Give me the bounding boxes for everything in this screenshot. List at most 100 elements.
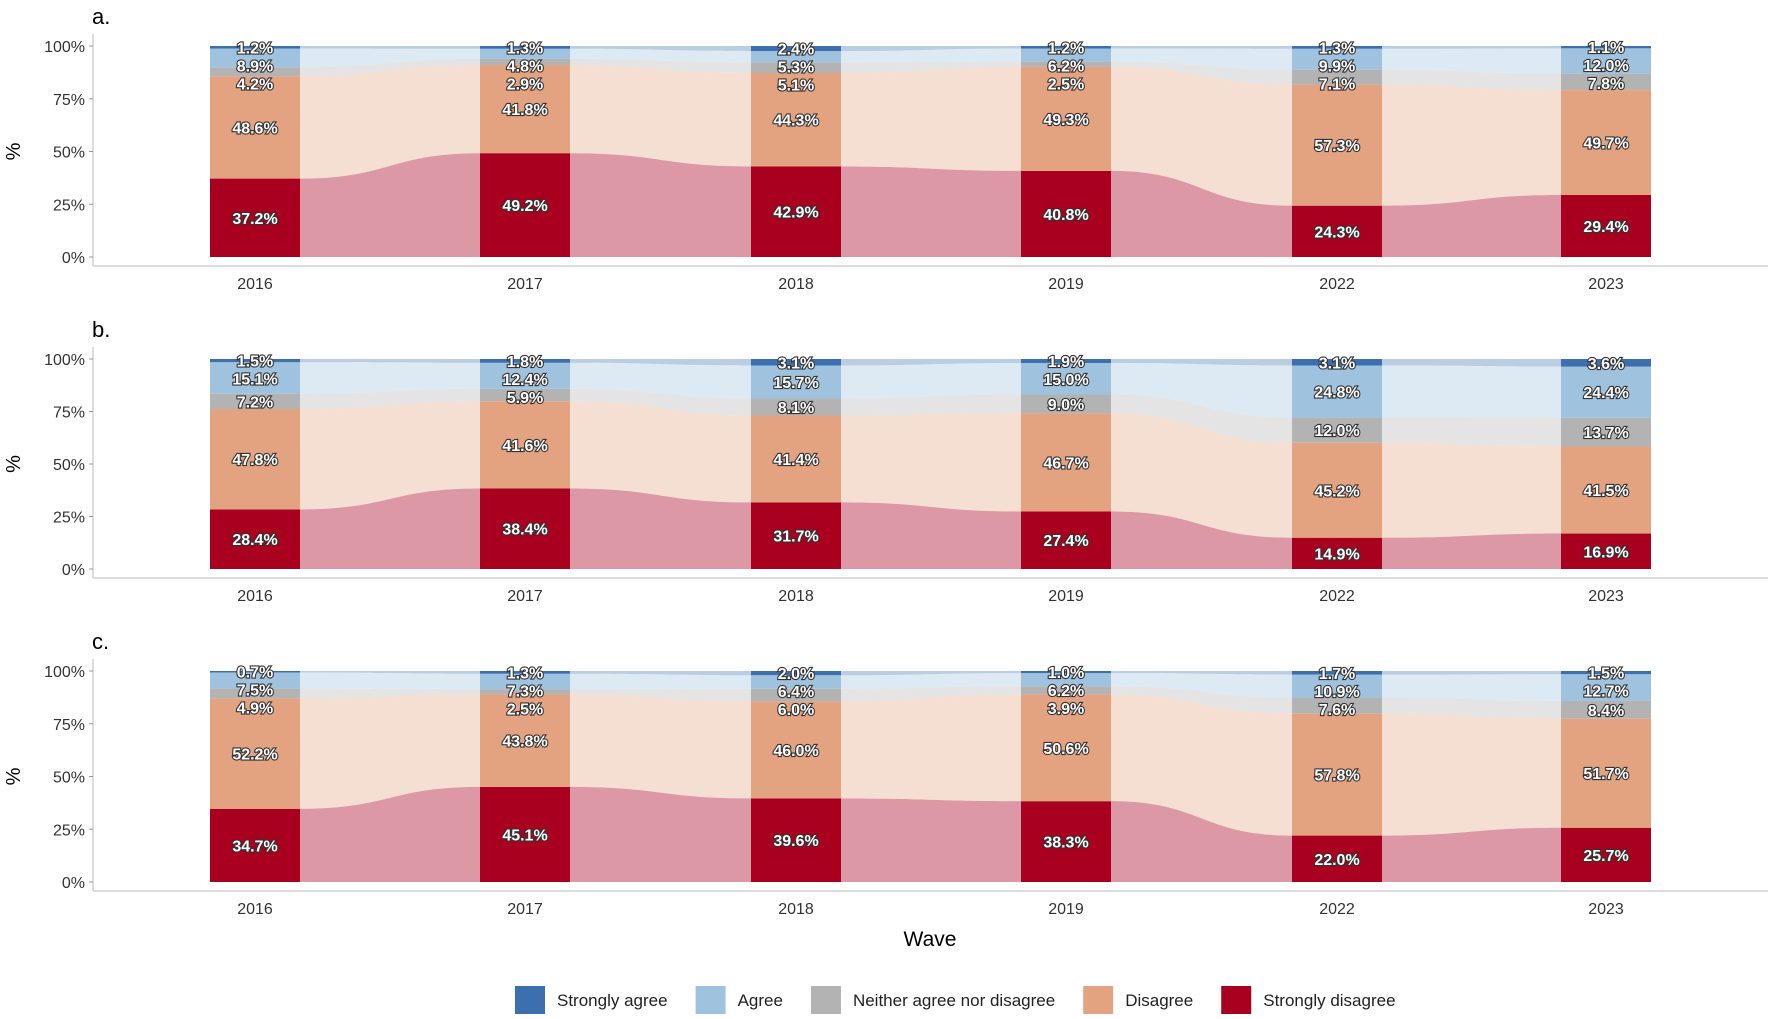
- data-label: 1.5%: [1588, 666, 1624, 683]
- data-label: 6.2%: [1048, 683, 1084, 700]
- panel-b: b. 0% 25% 50% 75% 100%% 1.5%15.1% 7.2% 47.8% 28.4…: [3, 317, 1768, 605]
- bar-segment: [1561, 359, 1651, 367]
- data-label: 3.9%: [1048, 701, 1084, 718]
- data-label: 2.0%: [778, 666, 814, 683]
- bar-segment: [751, 671, 841, 676]
- x-tick-label: 2017: [507, 276, 543, 293]
- data-label: 7.2%: [237, 394, 273, 411]
- x-tick-label: 2018: [778, 901, 814, 918]
- flow-band: [300, 694, 480, 809]
- bar-segment: [751, 701, 841, 799]
- bar-segment: [1561, 718, 1651, 828]
- data-label: 15.7%: [773, 375, 818, 392]
- bar-segment: [1292, 69, 1382, 85]
- panel-title: c.: [92, 629, 109, 654]
- x-tick-label: 2016: [237, 588, 273, 605]
- data-label: 47.8%: [232, 452, 277, 469]
- bar-segment: [480, 694, 570, 787]
- legend-swatch: [810, 986, 841, 1014]
- y-tick-label: 0%: [62, 250, 85, 267]
- bar-segment: [1292, 365, 1382, 418]
- bar-segment: [751, 359, 841, 366]
- data-label: 24.4%: [1583, 385, 1628, 402]
- bar-segment: [210, 359, 300, 363]
- data-label: 39.6%: [773, 833, 818, 850]
- flow-band: [300, 688, 480, 699]
- bar-segment: [1561, 90, 1651, 195]
- bar-segment: [480, 388, 570, 402]
- flow-band: [841, 166, 1021, 257]
- x-tick-label: 2019: [1048, 588, 1084, 605]
- legend-swatch: [1083, 986, 1114, 1014]
- data-label: 7.1%: [1319, 76, 1355, 93]
- flow-band: [1111, 694, 1292, 836]
- bar-segment: [1021, 511, 1111, 569]
- bar-segment: [210, 178, 300, 257]
- bar-segment: [1561, 48, 1651, 74]
- data-label: 8.1%: [778, 400, 814, 417]
- data-label: 5.3%: [778, 60, 814, 77]
- bar-segment: [1292, 46, 1382, 49]
- bar-segment: [1292, 417, 1382, 443]
- bar-segment: [751, 398, 841, 416]
- bar-segment: [480, 46, 570, 49]
- y-tick-label: 0%: [62, 875, 85, 892]
- y-tick-label: 50%: [53, 770, 85, 787]
- legend-label: Neither agree nor disagree: [853, 991, 1055, 1010]
- bar-segment: [1561, 194, 1651, 257]
- y-axis-label: %: [3, 767, 25, 785]
- flow-band: [841, 359, 1021, 366]
- bar-segment: [480, 488, 570, 569]
- y-tick-label: 50%: [53, 145, 85, 162]
- panel-title: a.: [92, 4, 110, 29]
- bar-segment: [1021, 694, 1111, 802]
- y-tick-label: 25%: [53, 822, 85, 839]
- data-label: 37.2%: [232, 211, 277, 228]
- bar-segment: [480, 401, 570, 489]
- flow-band: [1111, 170, 1292, 257]
- data-label: 41.6%: [502, 438, 547, 455]
- data-label: 51.7%: [1583, 766, 1628, 783]
- bar-segment: [1292, 48, 1382, 70]
- bar-segment: [751, 62, 841, 74]
- bar-segment: [751, 51, 841, 63]
- flow-band: [1382, 84, 1561, 206]
- flow-band: [1111, 61, 1292, 85]
- data-label: 34.7%: [232, 838, 277, 855]
- bar-segment: [751, 73, 841, 167]
- bar-segment: [210, 688, 300, 699]
- data-label: 14.9%: [1314, 546, 1359, 563]
- data-label: 2.4%: [778, 42, 814, 59]
- bar-segment: [1021, 686, 1111, 695]
- legend: Strongly agree Agree Neither agree nor dis…: [515, 986, 1396, 1014]
- flow-band: [570, 46, 751, 52]
- flow-band: [1111, 511, 1292, 569]
- x-tick-label: 2016: [237, 901, 273, 918]
- bar-segment: [1561, 674, 1651, 701]
- flow-band: [1382, 194, 1561, 257]
- data-label: 41.8%: [502, 102, 547, 119]
- flow-band: [300, 672, 480, 690]
- flow-band: [841, 686, 1021, 702]
- data-label: 7.3%: [507, 683, 543, 700]
- data-label: 1.2%: [1048, 40, 1084, 57]
- data-label: 15.0%: [1043, 372, 1088, 389]
- bar-segment: [480, 58, 570, 65]
- data-label: 43.8%: [502, 734, 547, 751]
- flow-band: [570, 362, 751, 399]
- flow-band: [1382, 697, 1561, 719]
- bar-segment: [210, 509, 300, 569]
- data-label: 7.5%: [237, 683, 273, 700]
- data-label: 50.6%: [1043, 741, 1088, 758]
- bar-segment: [1021, 48, 1111, 62]
- data-label: 45.1%: [502, 827, 547, 844]
- x-tick-label: 2016: [237, 276, 273, 293]
- data-label: 1.7%: [1319, 666, 1355, 683]
- data-label: 1.3%: [1319, 40, 1355, 57]
- bar-segment: [1292, 835, 1382, 882]
- flow-band: [1382, 69, 1561, 91]
- bar-segment: [480, 153, 570, 257]
- bar-segment: [480, 673, 570, 690]
- bar-segment: [1021, 801, 1111, 882]
- data-label: 49.2%: [502, 198, 547, 215]
